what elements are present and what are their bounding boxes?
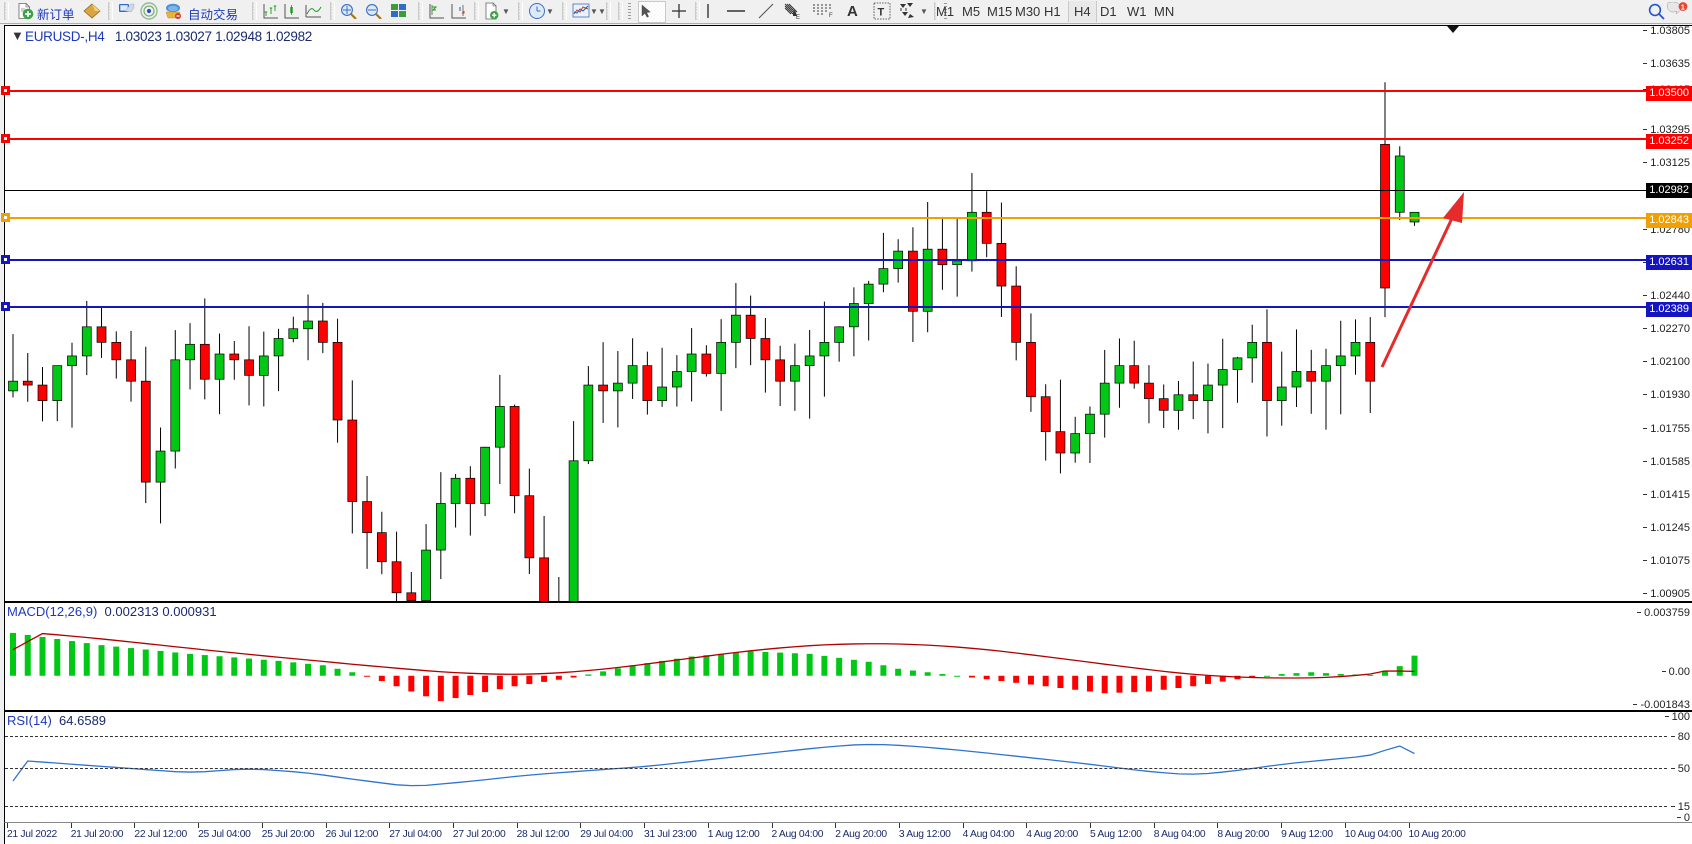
svg-text:T: T bbox=[878, 7, 885, 19]
svg-text:F: F bbox=[829, 13, 833, 17]
svg-text:1: 1 bbox=[1681, 5, 1685, 12]
svg-text:E: E bbox=[796, 15, 800, 20]
